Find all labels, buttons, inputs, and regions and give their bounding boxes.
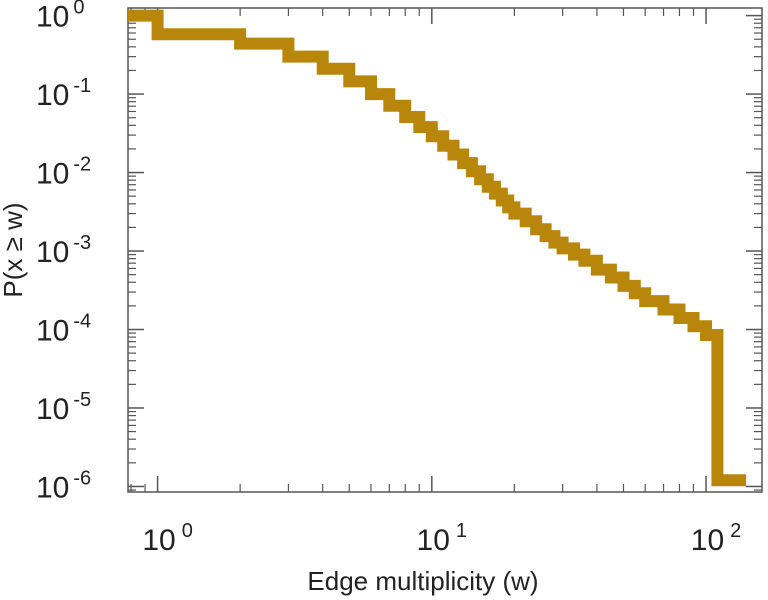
y-tick-label: 10 -4 xyxy=(36,311,91,348)
x-tick-label: 10 2 xyxy=(691,520,742,557)
x-tick-label: 10 1 xyxy=(417,520,468,557)
y-tick-label: 10 -1 xyxy=(36,75,91,112)
y-axis-title: P(x ≥ w) xyxy=(0,202,28,297)
plot-frame xyxy=(127,7,763,493)
x-tick-label: 10 0 xyxy=(142,520,193,557)
x-axis-title: Edge multiplicity (w) xyxy=(307,566,538,596)
minor-ticks xyxy=(128,8,762,492)
y-tick-label: 10 -5 xyxy=(36,389,91,426)
y-tick-label: 10 -3 xyxy=(36,232,91,269)
y-tick-label: 10 -2 xyxy=(36,154,91,191)
y-tick-label: 10 0 xyxy=(36,0,85,34)
ccdf-step-line xyxy=(128,9,747,487)
y-tick-label: 10 -6 xyxy=(36,467,91,504)
series-layer xyxy=(128,9,747,487)
major-ticks xyxy=(128,8,762,492)
x-tick-labels: 10 0 10 1 10 2 xyxy=(142,520,741,557)
